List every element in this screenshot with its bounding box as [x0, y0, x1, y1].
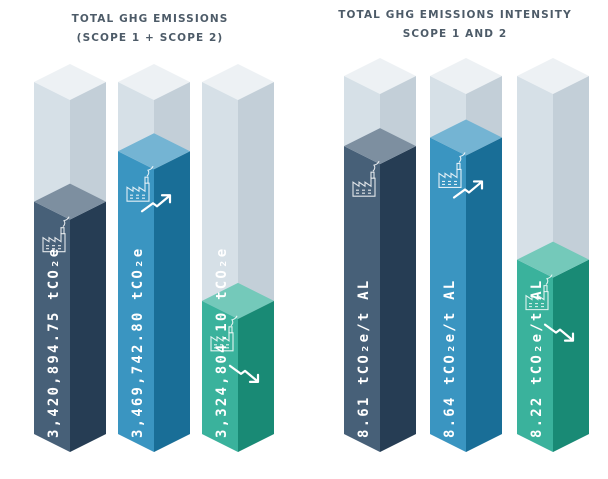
- bar-side: [154, 151, 190, 452]
- factory-icon: [352, 160, 380, 197]
- bar-front: [118, 151, 154, 452]
- bar-front: [344, 146, 380, 452]
- bar-column: 8.61 tCO₂e/t AL: [344, 58, 416, 452]
- chart-title-ghg-intensity: TOTAL GHG EMISSIONS INTENSITY SCOPE 1 AN…: [305, 6, 605, 44]
- trend-line: [228, 364, 259, 382]
- bar-top: [344, 128, 416, 165]
- trend-line: [543, 323, 574, 341]
- factory-icon: [210, 315, 238, 352]
- factory-windows: [214, 344, 229, 349]
- bar-value-label: 3,420,894.75 tCO₂e: [46, 247, 62, 438]
- bar-column: 8.64 tCO₂e/t AL: [430, 58, 502, 453]
- trend-arrowhead: [472, 180, 484, 190]
- trend-down-icon: [228, 364, 260, 383]
- factory-smoke: [458, 152, 466, 163]
- chart-title-total-ghg: TOTAL GHG EMISSIONS (SCOPE 1 + SCOPE 2): [0, 10, 300, 48]
- factory-outline: [525, 291, 549, 311]
- chart-subtitle-line: (SCOPE 1 + SCOPE 2): [76, 32, 224, 44]
- factory-smoke: [545, 274, 553, 286]
- factory-chimney: [456, 162, 461, 170]
- bar-value-label: 8.64 tCO₂e/t AL: [442, 279, 458, 438]
- factory-outline: [42, 233, 66, 253]
- bar-top: [118, 133, 190, 170]
- bar-column: 3,469,742.80 tCO₂e: [118, 64, 190, 452]
- chart-subtitle-line: SCOPE 1 AND 2: [402, 28, 508, 40]
- factory-outline: [438, 168, 462, 189]
- factory-windows: [442, 180, 457, 186]
- trend-up-icon: [452, 180, 484, 199]
- bar-front: [34, 201, 70, 452]
- factory-windows: [529, 303, 544, 308]
- bar-column: 3,324,804.10 tCO₂e: [202, 64, 274, 452]
- factory-chimney: [228, 326, 233, 333]
- factory-outline: [352, 177, 376, 197]
- bar-column: 3,420,894.75 tCO₂e: [34, 64, 106, 452]
- factory-smoke: [372, 160, 380, 172]
- bar-value-label: 3,324,804.10 tCO₂e: [214, 247, 230, 438]
- trend-line: [140, 195, 171, 213]
- chart-title-line: TOTAL GHG EMISSIONS: [71, 13, 229, 25]
- trend-line: [452, 181, 483, 199]
- bar-value-label: 8.61 tCO₂e/t AL: [356, 279, 372, 438]
- bar-top: [34, 183, 106, 220]
- factory-chimney: [144, 176, 149, 184]
- factory-icon: [126, 166, 154, 202]
- trend-arrowhead: [563, 332, 575, 342]
- factory-windows: [356, 189, 371, 194]
- bar-side: [466, 137, 502, 453]
- factory-smoke: [62, 216, 70, 228]
- factory-smoke: [146, 166, 154, 177]
- factory-chimney: [370, 171, 375, 179]
- bar-side: [380, 146, 416, 452]
- factory-icon: [438, 152, 466, 189]
- bar-side: [238, 300, 274, 452]
- bar-side: [70, 201, 106, 452]
- factory-chimney: [543, 285, 548, 292]
- bar-column: 8.22 tCO₂e/t AL: [517, 58, 589, 452]
- bar-top: [430, 119, 502, 156]
- bar-value-label: 8.22 tCO₂e/t AL: [529, 279, 545, 438]
- factory-chimney: [60, 227, 65, 234]
- bar-value-label: 3,469,742.80 tCO₂e: [130, 247, 146, 438]
- chart-title-line: TOTAL GHG EMISSIONS INTENSITY: [338, 9, 572, 21]
- trend-arrowhead: [248, 373, 260, 383]
- factory-outline: [210, 332, 234, 352]
- factory-icon: [525, 274, 553, 311]
- factory-windows: [46, 245, 61, 250]
- factory-icon: [42, 216, 70, 253]
- trend-down-icon: [543, 323, 575, 342]
- trend-up-icon: [140, 194, 172, 213]
- factory-outline: [126, 182, 150, 202]
- bar-side: [553, 259, 589, 452]
- factory-smoke: [230, 315, 238, 327]
- trend-arrowhead: [160, 194, 172, 204]
- bar-front: [430, 137, 466, 453]
- factory-windows: [130, 194, 145, 199]
- bar-top: [202, 282, 274, 319]
- bar-top: [517, 241, 589, 278]
